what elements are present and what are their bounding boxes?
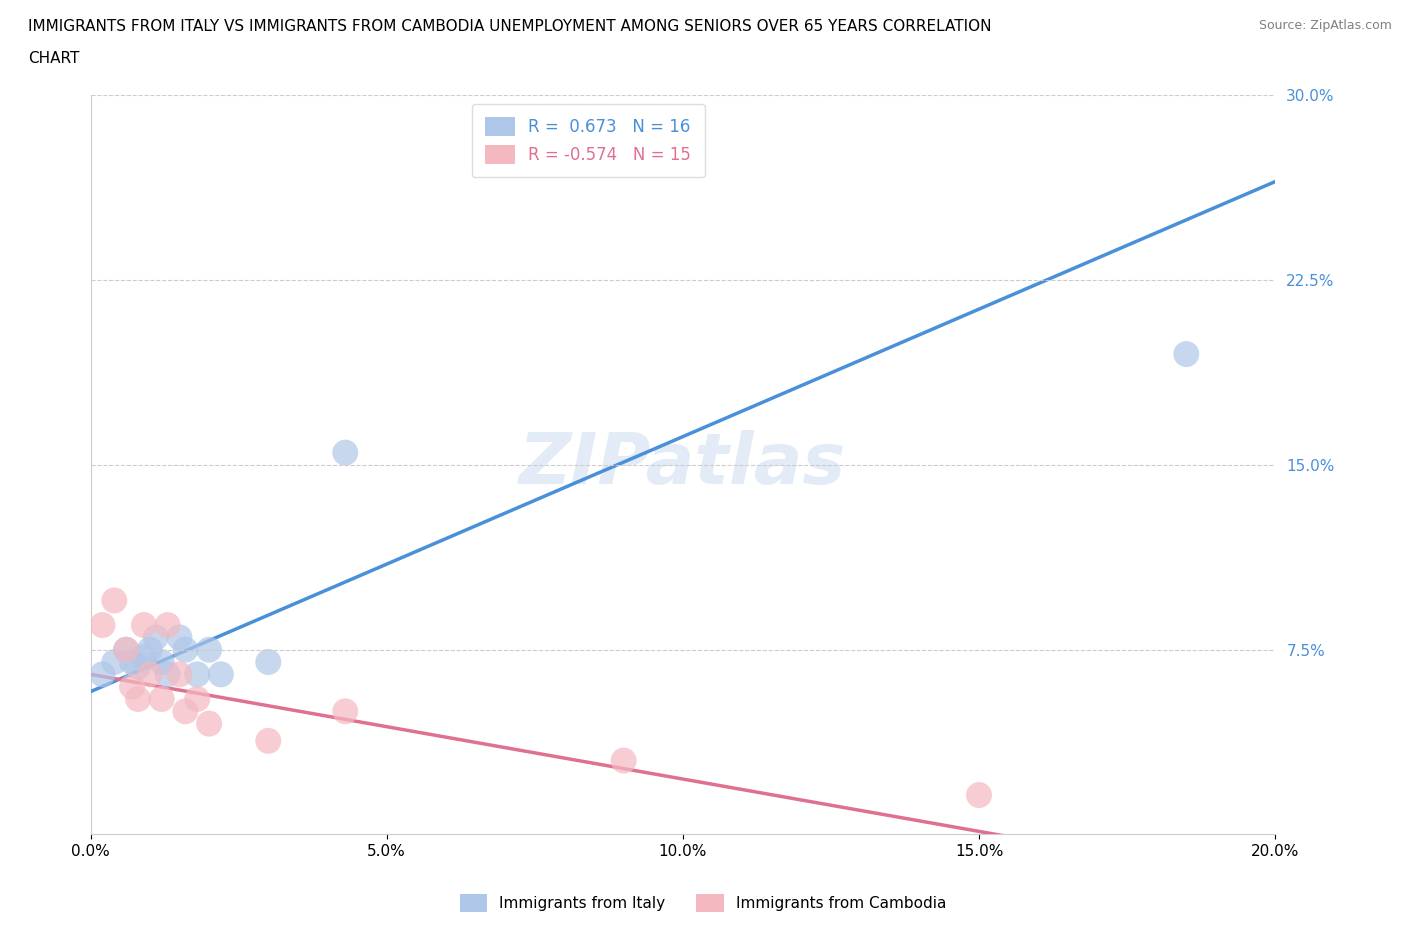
Point: [115, 643, 138, 658]
Point: [169, 667, 191, 682]
Point: [115, 643, 138, 658]
Point: [132, 650, 155, 665]
Text: Source: ZipAtlas.com: Source: ZipAtlas.com: [1258, 19, 1392, 32]
Point: [198, 643, 221, 658]
Point: [150, 692, 173, 707]
Text: CHART: CHART: [28, 51, 80, 66]
Point: [127, 659, 149, 674]
Point: [186, 667, 208, 682]
Point: [103, 593, 125, 608]
Text: ZIPatlas: ZIPatlas: [519, 431, 846, 499]
Point: [174, 643, 197, 658]
Point: [967, 788, 990, 803]
Point: [169, 630, 191, 644]
Point: [156, 618, 179, 632]
Point: [209, 667, 232, 682]
Point: [257, 734, 280, 749]
Point: [156, 667, 179, 682]
Point: [127, 692, 149, 707]
Point: [103, 655, 125, 670]
Point: [186, 692, 208, 707]
Point: [139, 643, 162, 658]
Point: [91, 618, 114, 632]
Point: [335, 704, 357, 719]
Point: [121, 655, 143, 670]
Point: [335, 445, 357, 460]
Point: [139, 667, 162, 682]
Point: [198, 716, 221, 731]
Point: [121, 679, 143, 694]
Text: IMMIGRANTS FROM ITALY VS IMMIGRANTS FROM CAMBODIA UNEMPLOYMENT AMONG SENIORS OVE: IMMIGRANTS FROM ITALY VS IMMIGRANTS FROM…: [28, 19, 991, 33]
Point: [91, 667, 114, 682]
Point: [174, 704, 197, 719]
Legend: Immigrants from Italy, Immigrants from Cambodia: Immigrants from Italy, Immigrants from C…: [454, 888, 952, 918]
Point: [1175, 347, 1198, 362]
Point: [613, 753, 636, 768]
Point: [145, 630, 167, 644]
Point: [257, 655, 280, 670]
Legend: R =  0.673   N = 16, R = -0.574   N = 15: R = 0.673 N = 16, R = -0.574 N = 15: [471, 104, 704, 178]
Point: [150, 655, 173, 670]
Point: [132, 618, 155, 632]
